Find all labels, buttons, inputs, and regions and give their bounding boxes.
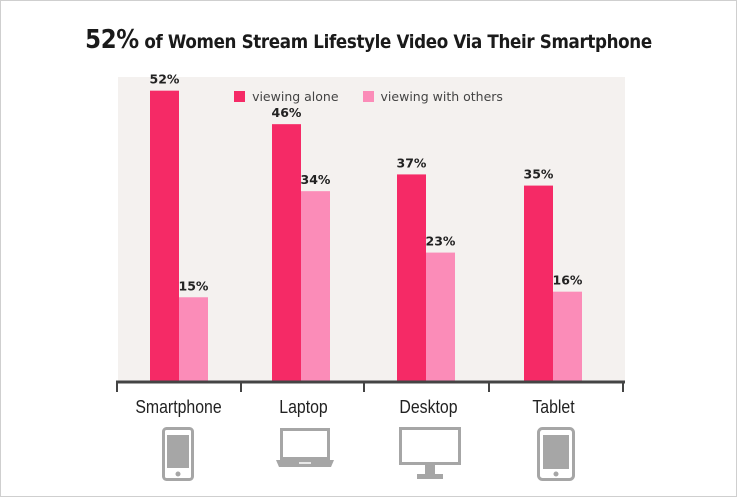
chart-title: 52% of Women Stream Lifestyle Video Via … <box>44 25 693 55</box>
value-label-desktop-alone: 37% <box>397 155 427 170</box>
legend-label-alone: viewing alone <box>252 89 339 104</box>
bar-smartphone-alone <box>150 90 179 382</box>
value-label-tablet-others: 16% <box>553 273 583 288</box>
value-label-laptop-alone: 46% <box>272 105 302 120</box>
category-label-smartphone: Smartphone <box>135 397 222 417</box>
legend-item-alone: viewing alone <box>234 89 339 104</box>
value-label-smartphone-alone: 52% <box>150 72 180 87</box>
bar-tablet-alone <box>524 185 553 381</box>
tablet-icon <box>537 427 575 481</box>
value-label-smartphone-others: 15% <box>179 278 209 293</box>
title-rest: of Women Stream Lifestyle Video Via Thei… <box>144 31 652 53</box>
value-label-desktop-others: 23% <box>426 234 456 249</box>
value-label-tablet-alone: 35% <box>524 167 554 182</box>
legend-label-others: viewing with others <box>380 89 503 104</box>
legend-swatch-alone <box>234 91 246 102</box>
desktop-icon <box>399 427 461 479</box>
bar-smartphone-others <box>179 297 208 381</box>
bar-desktop-others <box>426 252 455 381</box>
legend-swatch-others <box>362 91 374 102</box>
category-label-laptop: Laptop <box>279 397 328 417</box>
laptop-icon <box>276 428 334 467</box>
bar-tablet-others <box>553 291 582 381</box>
value-label-laptop-others: 34% <box>301 172 331 187</box>
bar-desktop-alone <box>397 174 426 381</box>
category-label-tablet: Tablet <box>532 397 575 417</box>
bar-laptop-alone <box>272 124 301 382</box>
legend-item-others: viewing with others <box>362 89 503 104</box>
title-highlight: 52% <box>85 25 139 55</box>
category-label-desktop: Desktop <box>399 397 458 417</box>
smartphone-icon <box>162 427 194 481</box>
legend: viewing alone viewing with others <box>0 89 737 104</box>
bar-laptop-others <box>301 191 330 381</box>
